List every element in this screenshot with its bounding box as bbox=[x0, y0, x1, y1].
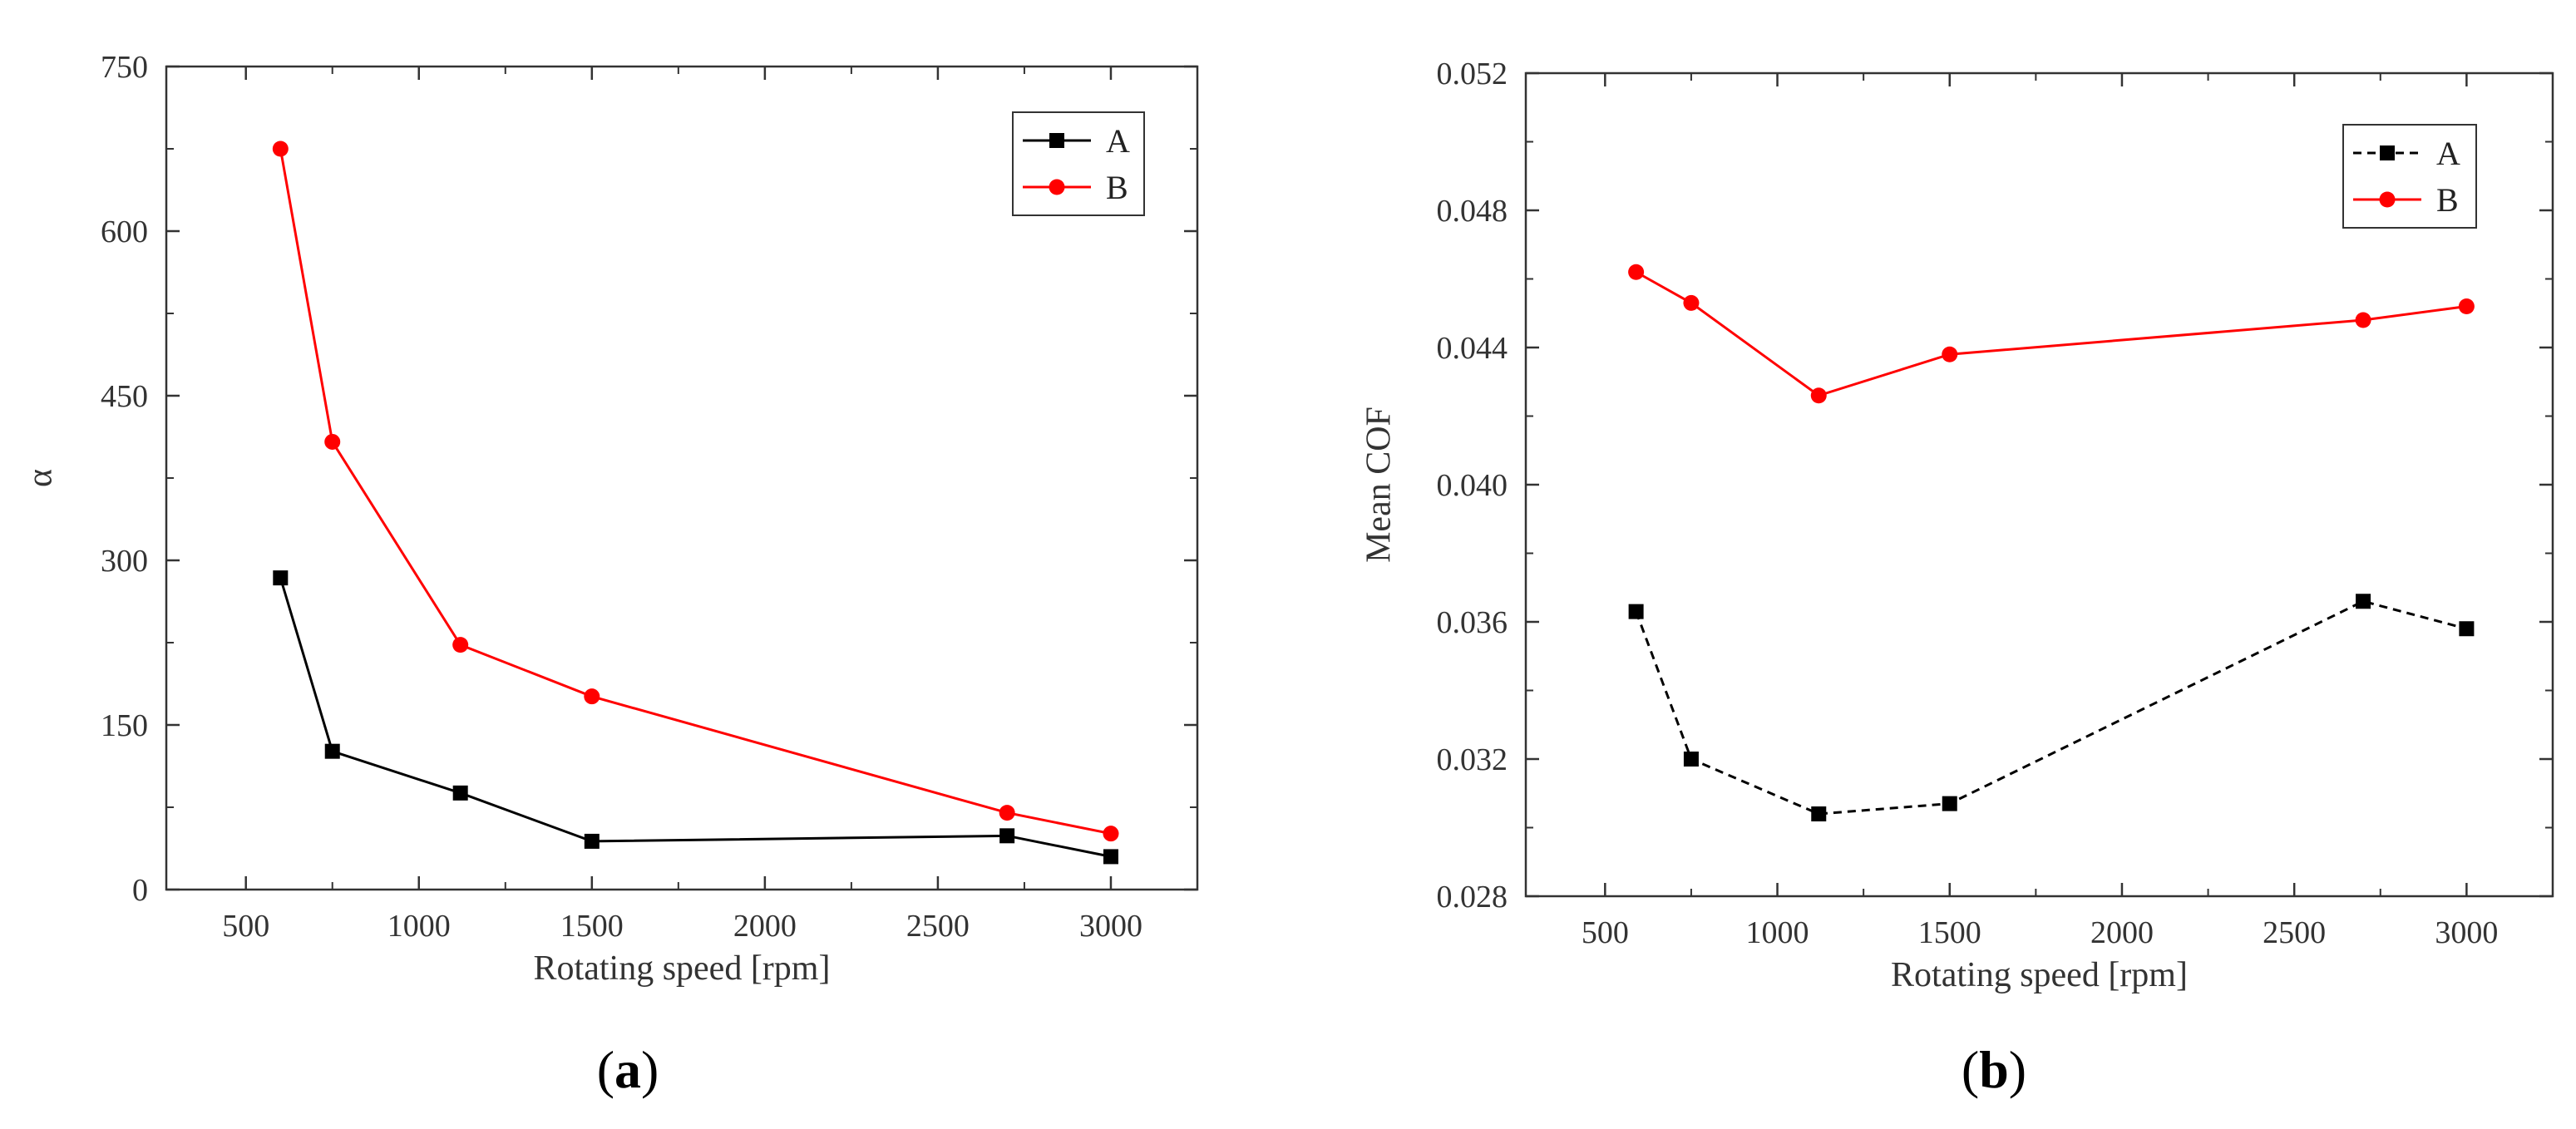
x-tick-label: 1500 bbox=[1918, 915, 1981, 950]
data-point bbox=[999, 805, 1015, 821]
data-point bbox=[1811, 806, 1827, 821]
x-axis-title: Rotating speed [rpm] bbox=[534, 949, 831, 988]
caption-open-paren: ( bbox=[1962, 1040, 1979, 1099]
y-tick-label: 750 bbox=[101, 50, 148, 85]
y-tick-label: 150 bbox=[101, 708, 148, 743]
data-point bbox=[273, 570, 289, 586]
chart-panel-b: 0.028 0.032 0.036 0.040 0.044 0.048 0.052 500 10… bbox=[1360, 57, 2554, 1099]
x-tick-label: 2500 bbox=[2263, 915, 2326, 950]
data-point bbox=[1628, 604, 1644, 619]
legend-label: A bbox=[2436, 135, 2460, 172]
data-point bbox=[1103, 826, 1119, 842]
x-tick-label: 3000 bbox=[2435, 915, 2498, 950]
series-B bbox=[1628, 264, 2475, 404]
x-tick-label: 2500 bbox=[906, 909, 970, 944]
series-B bbox=[272, 141, 1119, 842]
x-tick-label: 1000 bbox=[387, 909, 451, 944]
data-point bbox=[2355, 312, 2371, 328]
legend-marker bbox=[1049, 133, 1064, 148]
caption-open-paren: ( bbox=[597, 1040, 614, 1099]
legend: AB bbox=[2342, 124, 2477, 229]
chart-panel-a: 0 150 300 450 600 750 500 1000 1500 2000 2500 3000 R… bbox=[22, 50, 1199, 1099]
y-tick-label: 600 bbox=[101, 214, 148, 249]
y-tick-label: 0.040 bbox=[1437, 468, 1508, 503]
y-tick-label: 0 bbox=[132, 873, 148, 908]
x-tick-label: 1000 bbox=[1746, 915, 1809, 950]
legend-label: B bbox=[1106, 169, 1128, 206]
x-tick-label: 500 bbox=[1582, 915, 1629, 950]
series-A bbox=[1628, 594, 2475, 821]
y-tick-label: 0.032 bbox=[1437, 742, 1508, 777]
data-point bbox=[324, 743, 340, 759]
y-tick-label: 0.044 bbox=[1437, 331, 1508, 366]
data-point bbox=[324, 433, 341, 450]
data-point bbox=[1942, 346, 1958, 362]
panel-caption: (b) bbox=[1962, 1040, 2026, 1099]
x-tick-label: 2000 bbox=[733, 909, 797, 944]
x-tick-label: 500 bbox=[222, 909, 269, 944]
data-point bbox=[1810, 387, 1827, 404]
legend-label: A bbox=[1106, 122, 1130, 160]
series-line bbox=[1635, 270, 2467, 397]
legend-marker bbox=[2379, 191, 2396, 208]
data-point bbox=[584, 688, 600, 705]
y-tick-label: 450 bbox=[101, 379, 148, 414]
data-point bbox=[452, 637, 469, 653]
x-tick-label: 2000 bbox=[2090, 915, 2154, 950]
y-tick-label: 0.052 bbox=[1437, 57, 1508, 91]
legend-marker bbox=[2380, 145, 2395, 160]
x-axis-title: Rotating speed [rpm] bbox=[1891, 956, 2188, 994]
data-point bbox=[1683, 294, 1700, 311]
data-point bbox=[272, 141, 289, 157]
y-axis-title: α bbox=[22, 469, 60, 487]
caption-close-paren: ) bbox=[641, 1040, 659, 1099]
data-point bbox=[1942, 796, 1957, 811]
data-point bbox=[999, 828, 1015, 844]
legend-label: B bbox=[2436, 181, 2459, 219]
data-point bbox=[1628, 264, 1645, 280]
legend-box bbox=[1012, 111, 1145, 216]
x-tick-label: 1500 bbox=[560, 909, 624, 944]
y-tick-label: 300 bbox=[101, 544, 148, 579]
y-tick-label: 0.028 bbox=[1437, 880, 1508, 915]
legend-marker bbox=[1049, 179, 1065, 195]
data-point bbox=[452, 785, 468, 801]
y-tick-label: 0.048 bbox=[1437, 194, 1508, 229]
series-line bbox=[279, 577, 1112, 858]
y-axis-title: Mean COF bbox=[1360, 407, 1399, 563]
legend: AB bbox=[1012, 111, 1145, 216]
data-point bbox=[1683, 752, 1699, 767]
series-line bbox=[1635, 599, 2467, 816]
series-line bbox=[279, 148, 1112, 836]
data-point bbox=[2459, 621, 2475, 637]
x-tick-label: 3000 bbox=[1079, 909, 1142, 944]
caption-letter: b bbox=[1979, 1040, 2009, 1099]
y-tick-label: 0.036 bbox=[1437, 605, 1508, 640]
panel-caption: (a) bbox=[597, 1040, 659, 1099]
legend-box bbox=[2342, 124, 2477, 229]
data-point bbox=[2458, 298, 2475, 314]
caption-letter: a bbox=[614, 1040, 641, 1099]
series-A bbox=[273, 570, 1118, 865]
data-point bbox=[584, 833, 600, 849]
data-point bbox=[1103, 849, 1118, 865]
data-point bbox=[2356, 594, 2371, 609]
caption-close-paren: ) bbox=[2009, 1040, 2026, 1099]
